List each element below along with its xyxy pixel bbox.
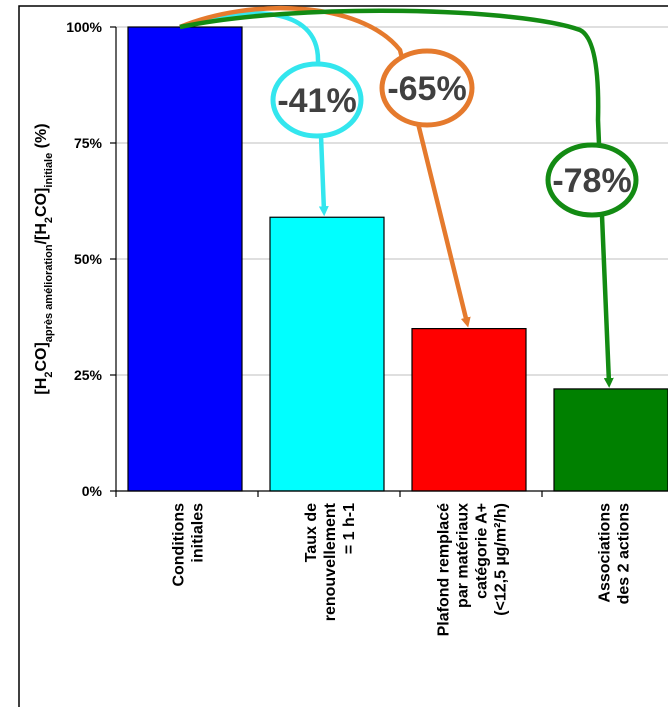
y-tick-labels: 0% 25% 50% 75% 100% [66,19,102,499]
annotation-label-1: -41% [277,82,356,120]
x-category-line: = 1 h-1 [341,503,358,554]
annotation-ellipse-1 [270,61,364,139]
x-category-line: Associations [597,503,614,603]
y-tick-label-2: 50% [74,251,103,267]
bars [127,26,668,492]
x-category-line: par matériaux [455,503,472,608]
annotation-arrow-3 [179,8,614,388]
axes [110,26,668,497]
x-category-line: Taux de [303,503,320,562]
y-tick-label-1: 25% [74,367,103,383]
bar-3 [411,328,527,492]
annotation-label-3: -78% [552,162,631,200]
x-category-line: Plafond remplacé [436,503,453,636]
annotations: -41% -65% -78% [179,5,639,388]
annotation-label-2: -65% [387,70,466,108]
y-tick-label-4: 100% [66,19,102,35]
x-category-label-3: Plafond remplacé par matériaux catégorie A… [436,503,510,636]
x-tick-labels: Conditions initiales Taux de renouvellement… [171,502,633,636]
bar-2 [269,216,385,492]
x-category-label-2: Taux de renouvellement = 1 h-1 [303,502,358,621]
annotation-ellipse-3 [545,142,639,218]
x-category-line: Conditions [171,503,188,587]
annotation-arrow-2 [179,5,471,328]
x-category-label-4: Associations des 2 actions [597,503,633,604]
y-tick-label-0: 0% [82,483,103,499]
x-category-line: catégorie A+ [474,503,491,599]
x-category-line: renouvellement [322,502,339,621]
annotation-ellipse-2 [379,48,475,128]
x-category-line: (<12,5 µg/m²/h) [493,503,510,616]
y-axis-label: [H2CO]après amélioration/[H2CO]initiale … [33,123,55,394]
x-category-label-1: Conditions initiales [171,503,207,587]
bar-1 [127,26,243,492]
bar-4 [553,388,668,492]
chart-frame [18,5,668,707]
x-category-line: des 2 actions [616,503,633,604]
y-tick-label-3: 75% [74,135,103,151]
x-category-line: initiales [190,503,207,563]
